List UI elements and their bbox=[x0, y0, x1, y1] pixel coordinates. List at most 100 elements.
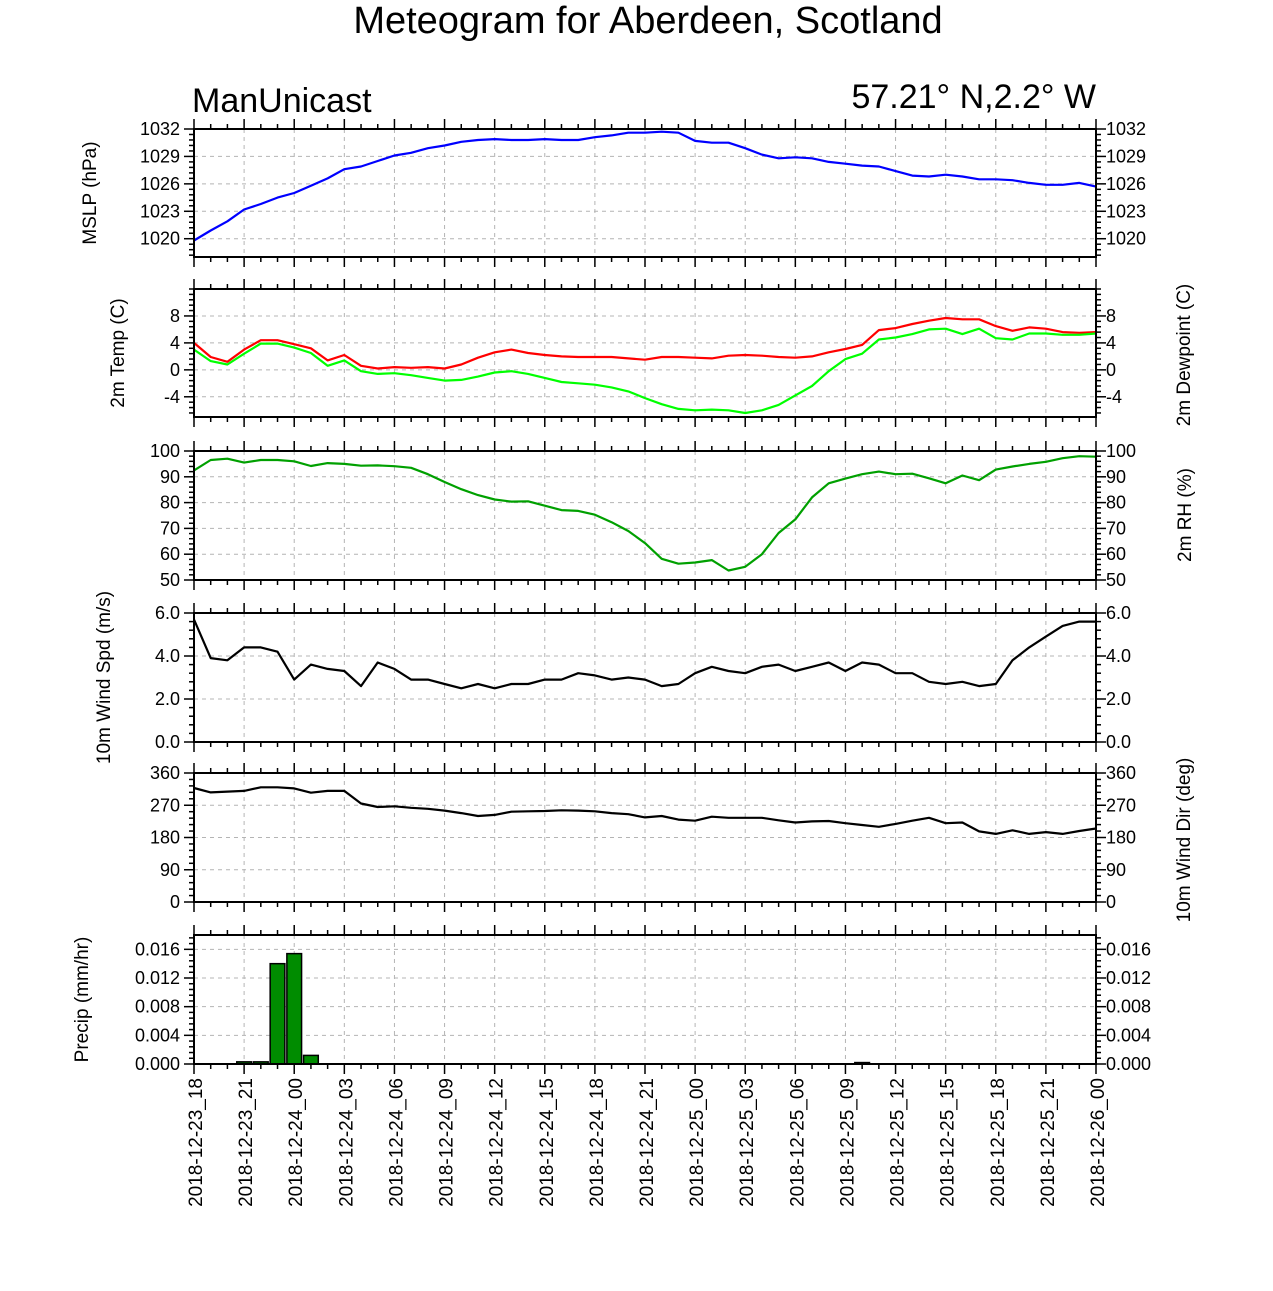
y-tick-label-right: 1020 bbox=[1106, 229, 1146, 249]
x-tick-label: 2018-12-24_06 bbox=[386, 1078, 407, 1207]
panel-2: -4 -4 0 0 4 4 8 8 2m Temp (C) 2m Dewpoint (C) bbox=[108, 279, 1195, 427]
x-tick-label: 2018-12-26_00 bbox=[1088, 1078, 1109, 1207]
y-tick-label: 0.012 bbox=[135, 968, 180, 988]
y-tick-label-right: 0.0 bbox=[1106, 732, 1131, 752]
series-line-1 bbox=[193, 455, 1097, 572]
y-tick-label: 90 bbox=[160, 467, 180, 487]
series-line-1 bbox=[193, 130, 1097, 242]
y-tick-label-right: 4 bbox=[1106, 333, 1116, 353]
panels: 1020 1020 1023 1023 1026 1026 1029 1029 1032 1032… bbox=[72, 119, 1196, 1074]
y-tick-label-right: 0.004 bbox=[1106, 1025, 1151, 1045]
y-tick-label-right: 80 bbox=[1106, 493, 1126, 513]
y-tick-label: 0.016 bbox=[135, 939, 180, 959]
x-tick-label: 2018-12-25_09 bbox=[837, 1078, 858, 1207]
y-tick-label-right: 6.0 bbox=[1106, 603, 1131, 623]
x-tick-label: 2018-12-23_18 bbox=[186, 1078, 207, 1207]
y-tick-label: 8 bbox=[170, 306, 180, 326]
y-tick-label-right: 90 bbox=[1106, 860, 1126, 880]
y-tick-label-right: 0 bbox=[1106, 892, 1116, 912]
y-axis-label: 2m Temp (C) bbox=[108, 298, 129, 407]
y-tick-label: 1032 bbox=[140, 119, 180, 139]
y-tick-label: 1029 bbox=[140, 146, 180, 166]
y-tick-label: 0 bbox=[170, 892, 180, 912]
y-tick-label: 60 bbox=[160, 544, 180, 564]
y-tick-label: 270 bbox=[150, 795, 180, 815]
x-tick-label: 2018-12-24_03 bbox=[336, 1078, 357, 1207]
location-label: 57.21° N,2.2° W bbox=[851, 78, 1096, 116]
x-tick-label: 2018-12-25_06 bbox=[787, 1078, 808, 1207]
y-axis-label: Precip (mm/hr) bbox=[72, 937, 93, 1063]
y-tick-label-right: 0.008 bbox=[1106, 997, 1151, 1017]
y-tick-label: 360 bbox=[150, 763, 180, 783]
x-axis: 2018-12-23_18 2018-12-23_21 2018-12-24_00 2… bbox=[186, 1078, 1109, 1207]
y-tick-label: 0.008 bbox=[135, 997, 180, 1017]
y-tick-label: 0 bbox=[170, 360, 180, 380]
y-axis-label-right: 2m RH (%) bbox=[1175, 468, 1196, 562]
y-tick-label: 90 bbox=[160, 860, 180, 880]
y-tick-label: 70 bbox=[160, 518, 180, 538]
y-tick-label: 1023 bbox=[140, 201, 180, 221]
series-line-1 bbox=[193, 786, 1097, 836]
panel-6: 0.000 0.000 0.004 0.004 0.008 0.008 0.012 0.012… bbox=[72, 925, 1151, 1074]
y-tick-label-right: -4 bbox=[1106, 387, 1122, 407]
y-tick-label-right: 1029 bbox=[1106, 146, 1146, 166]
y-tick-label-right: 0.012 bbox=[1106, 968, 1151, 988]
x-tick-label: 2018-12-24_00 bbox=[286, 1078, 307, 1207]
y-tick-label: 0.000 bbox=[135, 1054, 180, 1074]
y-axis-label-right: 2m Dewpoint (C) bbox=[1174, 284, 1195, 427]
y-tick-label-right: 0 bbox=[1106, 360, 1116, 380]
y-tick-label: 100 bbox=[150, 441, 180, 461]
y-tick-label-right: 50 bbox=[1106, 570, 1126, 590]
x-tick-label: 2018-12-24_12 bbox=[487, 1078, 508, 1207]
y-tick-label: 6.0 bbox=[155, 603, 180, 623]
precip-bar bbox=[269, 962, 286, 1065]
x-tick-label: 2018-12-25_21 bbox=[1038, 1078, 1059, 1207]
x-tick-label: 2018-12-24_15 bbox=[537, 1078, 558, 1207]
panel-4: 0.0 0.0 2.0 2.0 4.0 4.0 6.0 6.0 10m Wind Spd (m/… bbox=[94, 591, 1131, 764]
y-tick-label: 1026 bbox=[140, 174, 180, 194]
y-tick-label: 80 bbox=[160, 493, 180, 513]
y-tick-label-right: 8 bbox=[1106, 306, 1116, 326]
y-tick-label: 1020 bbox=[140, 229, 180, 249]
y-tick-label-right: 360 bbox=[1106, 763, 1136, 783]
chart-title: Meteogram for Aberdeen, Scotland bbox=[353, 0, 942, 42]
x-tick-label: 2018-12-25_15 bbox=[938, 1078, 959, 1207]
y-tick-label: 0.0 bbox=[155, 732, 180, 752]
series-line-2 bbox=[193, 327, 1097, 415]
y-tick-label-right: 4.0 bbox=[1106, 646, 1131, 666]
x-tick-label: 2018-12-25_12 bbox=[888, 1078, 909, 1207]
x-tick-label: 2018-12-24_18 bbox=[587, 1078, 608, 1207]
model-label: ManUnicast bbox=[192, 82, 372, 120]
x-tick-label: 2018-12-25_03 bbox=[737, 1078, 758, 1207]
y-tick-label: 4.0 bbox=[155, 646, 180, 666]
panel-5: 0 0 90 90 180 180 270 270 360 360 10m Wind Dir (de… bbox=[150, 758, 1195, 923]
precip-bar bbox=[302, 1054, 320, 1065]
y-tick-label-right: 60 bbox=[1106, 544, 1126, 564]
y-tick-label-right: 0.016 bbox=[1106, 939, 1151, 959]
y-tick-label-right: 1026 bbox=[1106, 174, 1146, 194]
y-tick-label-right: 1023 bbox=[1106, 201, 1146, 221]
y-tick-label: -4 bbox=[164, 387, 180, 407]
y-axis-label-right: 10m Wind Dir (deg) bbox=[1174, 758, 1195, 923]
y-tick-label-right: 270 bbox=[1106, 795, 1136, 815]
y-axis-label: MSLP (hPa) bbox=[80, 141, 101, 244]
y-tick-label-right: 100 bbox=[1106, 441, 1136, 461]
x-tick-label: 2018-12-24_21 bbox=[637, 1078, 658, 1207]
y-tick-label-right: 180 bbox=[1106, 828, 1136, 848]
y-tick-label-right: 2.0 bbox=[1106, 689, 1131, 709]
y-tick-label-right: 0.000 bbox=[1106, 1054, 1151, 1074]
panel-3: 50 50 60 60 70 70 80 80 90 90 100 100 2m RH (%) bbox=[150, 441, 1196, 590]
y-tick-label: 50 bbox=[160, 570, 180, 590]
precip-bar bbox=[286, 952, 303, 1065]
y-tick-label: 0.004 bbox=[135, 1025, 180, 1045]
y-tick-label: 180 bbox=[150, 828, 180, 848]
x-tick-label: 2018-12-24_09 bbox=[437, 1078, 458, 1207]
y-tick-label-right: 90 bbox=[1106, 467, 1126, 487]
series-line-1 bbox=[193, 316, 1097, 370]
y-axis-label: 10m Wind Spd (m/s) bbox=[94, 591, 115, 764]
y-tick-label-right: 1032 bbox=[1106, 119, 1146, 139]
y-tick-label: 4 bbox=[170, 333, 180, 353]
x-tick-label: 2018-12-25_00 bbox=[687, 1078, 708, 1207]
x-tick-label: 2018-12-23_21 bbox=[236, 1078, 257, 1207]
